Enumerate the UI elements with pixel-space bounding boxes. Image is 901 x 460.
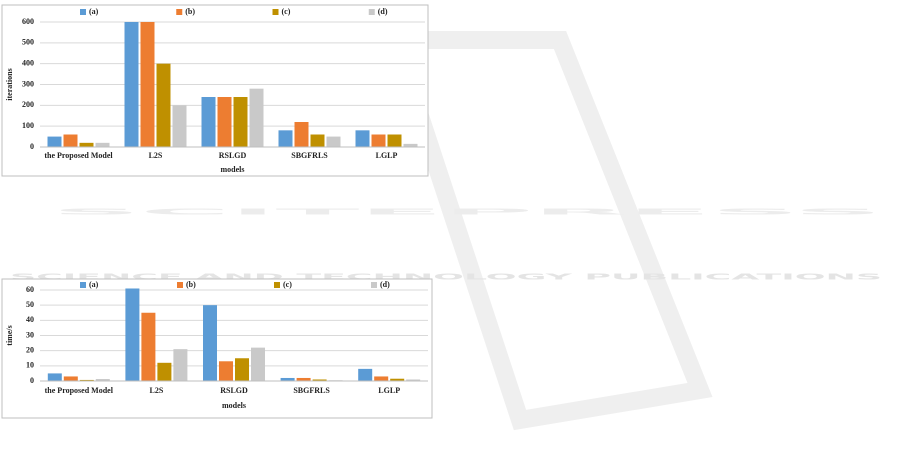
bar [172,105,187,147]
bar [95,142,110,147]
x-axis-label: models [221,165,245,174]
bar [278,130,293,147]
bar [406,379,421,381]
bar [63,134,78,147]
bar [310,134,325,147]
x-tick-label: L2S [149,151,163,160]
bar [219,361,233,381]
y-tick-label: 60 [26,285,34,294]
bar [156,63,171,147]
bar [251,347,265,381]
bar [233,97,248,147]
bar [374,376,389,381]
watermark-logo [382,31,713,431]
x-tick-label: SBGFRLS [293,386,330,395]
x-tick-label: SBGFRLS [291,151,328,160]
bar [47,373,62,381]
bar [201,97,216,147]
y-axis-label: iterations [5,68,14,100]
bar [47,136,62,147]
x-axis-label: models [222,401,246,410]
y-axis-label: time/s [5,325,14,345]
legend-swatch [274,282,280,288]
legend-label: (c) [283,280,292,289]
watermark-tagline: SCIENCE AND TECHNOLOGY PUBLICATIONS [10,273,883,282]
y-tick-label: 300 [22,79,34,88]
y-tick-label: 30 [26,330,34,339]
bar [358,368,373,381]
legend-swatch [80,9,86,15]
legend-label: (d) [380,280,390,289]
bar [355,130,370,147]
bar [95,379,110,381]
legend-label: (a) [89,7,99,16]
y-tick-label: 600 [22,17,34,26]
bar [140,22,155,147]
y-tick-label: 100 [22,121,34,130]
legend-label: (c) [282,7,291,16]
legend-swatch [177,282,183,288]
x-tick-label: L2S [150,386,164,395]
watermark: SCITEPRESS SCIENCE AND TECHNOLOGY PUBLIC… [10,31,886,431]
bar [296,377,311,381]
bar [387,134,402,147]
bar [124,22,139,147]
y-tick-label: 50 [26,300,34,309]
bar [173,349,188,381]
bar [125,288,140,381]
legend-swatch [176,9,183,15]
bar [326,136,341,147]
watermark-logo-text: SCITEPRESS [52,208,886,217]
y-tick-label: 500 [22,38,34,47]
y-tick-label: 10 [26,361,34,370]
legend-swatch [272,9,279,15]
bar [141,312,156,381]
y-tick-label: 0 [30,376,34,385]
y-tick-label: 400 [22,58,34,67]
bar [390,378,405,381]
bar [203,305,217,381]
x-tick-label: LGLP [376,151,398,160]
bar [403,143,418,147]
bar [235,358,249,381]
x-tick-label: the Proposed Model [44,151,113,160]
bar [63,376,78,381]
y-tick-label: 40 [26,315,34,324]
y-tick-label: 0 [30,142,34,151]
y-tick-label: 20 [26,345,34,354]
bar [312,379,327,381]
legend-label: (a) [89,280,99,289]
bar [79,142,94,147]
bar [249,88,264,147]
bar [371,134,386,147]
bar [217,97,232,147]
x-tick-label: the Proposed Model [45,386,114,395]
legend-swatch [80,282,86,288]
bar [280,377,295,381]
x-tick-label: RSLGD [219,151,247,160]
legend-swatch [371,282,377,288]
legend-label: (b) [185,7,195,16]
bar [157,362,172,381]
y-tick-label: 200 [22,100,34,109]
legend-label: (d) [378,7,388,16]
bar [294,122,309,147]
legend-label: (b) [186,280,196,289]
legend-swatch [368,9,375,15]
x-tick-label: RSLGD [220,386,248,395]
x-tick-label: LGLP [378,386,400,395]
bar [79,379,94,381]
